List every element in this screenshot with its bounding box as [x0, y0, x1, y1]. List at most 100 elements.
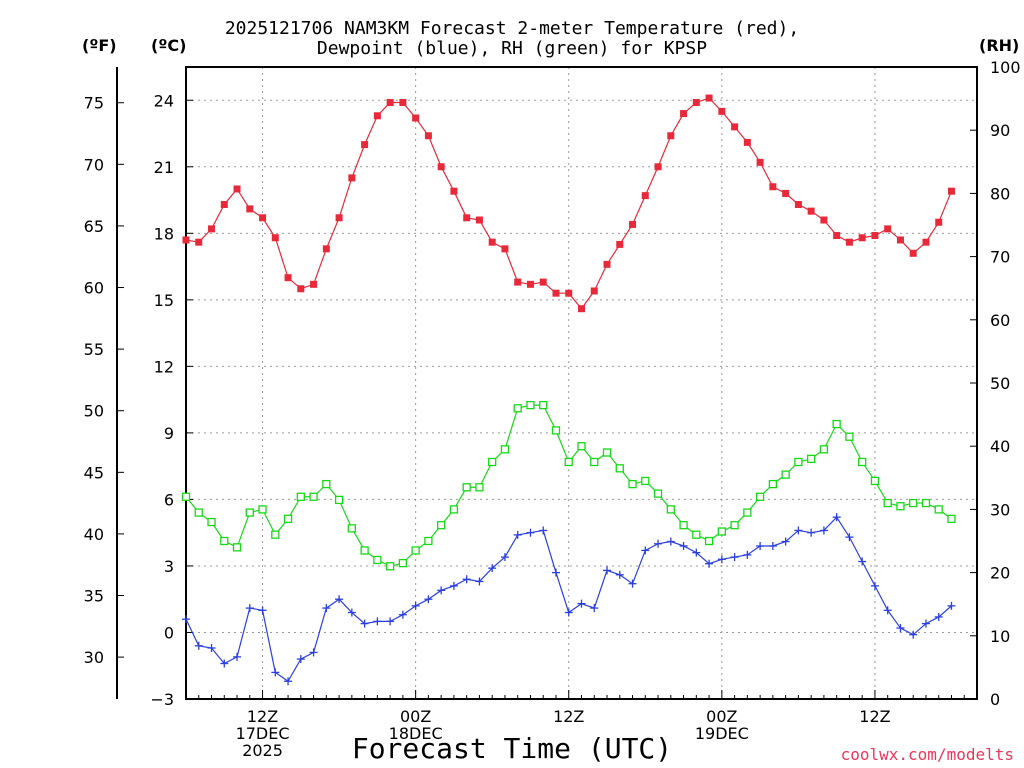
temperature-point — [475, 216, 483, 224]
temperature-point — [514, 278, 522, 286]
temperature-point — [220, 200, 228, 208]
temperature-point — [641, 192, 649, 200]
rh-point — [526, 400, 535, 410]
credit-link[interactable]: coolwx.com/modelts — [840, 745, 1014, 764]
temperature-point — [335, 214, 343, 222]
dewpoint-point — [398, 610, 407, 619]
rh-tick-label: 40 — [990, 437, 1010, 456]
temperature-point — [322, 245, 330, 253]
dewpoint-point — [590, 604, 599, 613]
dewpoint-point — [258, 606, 267, 615]
temperature-point — [297, 285, 305, 293]
temperature-point — [501, 245, 509, 253]
dewpoint-point — [233, 652, 242, 661]
rh-point — [385, 562, 395, 571]
dewpoint-point — [756, 541, 765, 550]
temperature-point — [858, 234, 866, 242]
temperature-point — [590, 287, 598, 295]
rh-point — [232, 543, 242, 552]
dewpoint-point — [947, 601, 956, 610]
temperature-point — [718, 107, 726, 115]
dewpoint-point — [296, 655, 305, 664]
temperature-point — [386, 98, 394, 106]
dewpoint-point — [628, 579, 637, 588]
temperature-point — [284, 274, 292, 282]
dewpoint-point — [449, 581, 458, 590]
dewpoint-point — [526, 528, 535, 537]
dewpoint-point — [781, 537, 790, 546]
temperature-point — [820, 216, 828, 224]
temperature-point — [782, 189, 790, 197]
rh-point — [615, 464, 624, 473]
dewpoint-point — [322, 604, 331, 613]
rh-point — [334, 495, 344, 505]
dewpoint-point — [858, 557, 867, 566]
rh-point — [653, 489, 663, 498]
dewpoint-point — [194, 641, 203, 650]
rh-point — [258, 505, 267, 514]
temperature-point — [488, 238, 496, 246]
temperature-point — [361, 141, 369, 149]
dewpoint-point — [309, 648, 318, 657]
rh-point — [806, 454, 816, 463]
dewpoint-point — [284, 677, 293, 686]
rh-point — [717, 527, 726, 536]
rh-point — [347, 524, 357, 533]
temperature-point — [935, 218, 943, 226]
dewpoint-point — [666, 537, 675, 546]
dewpoint-point — [475, 577, 484, 586]
dewpoint-point — [794, 526, 803, 535]
temperature-point — [412, 114, 420, 122]
fahrenheit-tick-label: 65 — [84, 217, 104, 236]
rh-tick-label: 70 — [990, 248, 1010, 267]
chart-title-line1: 2025121706 NAM3KM Forecast 2-meter Tempe… — [224, 18, 800, 39]
rh-tick-label: 20 — [990, 564, 1010, 583]
rh-point — [539, 400, 548, 410]
celsius-axis-unit: (ºC) — [151, 36, 187, 55]
dewpoint-point — [335, 595, 344, 604]
dewpoint-point — [182, 615, 190, 624]
temperature-point — [922, 238, 930, 246]
fahrenheit-tick-label: 75 — [84, 94, 104, 113]
temperature-point — [539, 278, 547, 286]
rh-point — [360, 546, 369, 555]
dewpoint-point — [207, 643, 216, 652]
time-tick-label: 12Z — [553, 707, 584, 726]
temperature-point — [259, 214, 267, 222]
temperature-point — [348, 174, 356, 182]
dewpoint-point — [564, 608, 573, 617]
rh-point — [462, 483, 471, 492]
rh-point — [896, 502, 905, 511]
temperature-point — [947, 187, 955, 195]
temperature-point — [310, 280, 318, 288]
fahrenheit-tick-label: 55 — [84, 340, 104, 359]
rh-point — [424, 536, 433, 546]
rh-point — [845, 432, 854, 441]
dewpoint-point — [730, 553, 739, 562]
celsius-tick-label: 15 — [154, 291, 174, 310]
celsius-tick-label: 24 — [154, 91, 174, 110]
temperature-point — [526, 280, 534, 288]
time-tick-label: 17DEC — [236, 724, 290, 743]
dewpoint-point — [386, 617, 395, 626]
temperature-point — [437, 163, 445, 171]
dewpoint-point — [603, 566, 612, 575]
dewpoint-point — [424, 595, 433, 604]
rh-point — [564, 457, 573, 467]
celsius-tick-label: 18 — [154, 224, 174, 243]
rh-point — [921, 498, 931, 508]
dewpoint-point — [577, 599, 586, 608]
temperature-point — [246, 205, 254, 213]
fahrenheit-tick-label: 70 — [84, 155, 104, 174]
rh-tick-label: 50 — [990, 374, 1010, 393]
temperature-point — [680, 110, 688, 118]
dewpoint-point — [807, 528, 816, 537]
rh-point — [692, 530, 701, 539]
celsius-tick-label: 0 — [164, 623, 174, 642]
rh-point — [781, 470, 790, 479]
dewpoint-point — [679, 541, 688, 550]
temperature-point — [833, 232, 841, 240]
dewpoint-point — [360, 619, 369, 628]
rh-point — [373, 555, 382, 565]
